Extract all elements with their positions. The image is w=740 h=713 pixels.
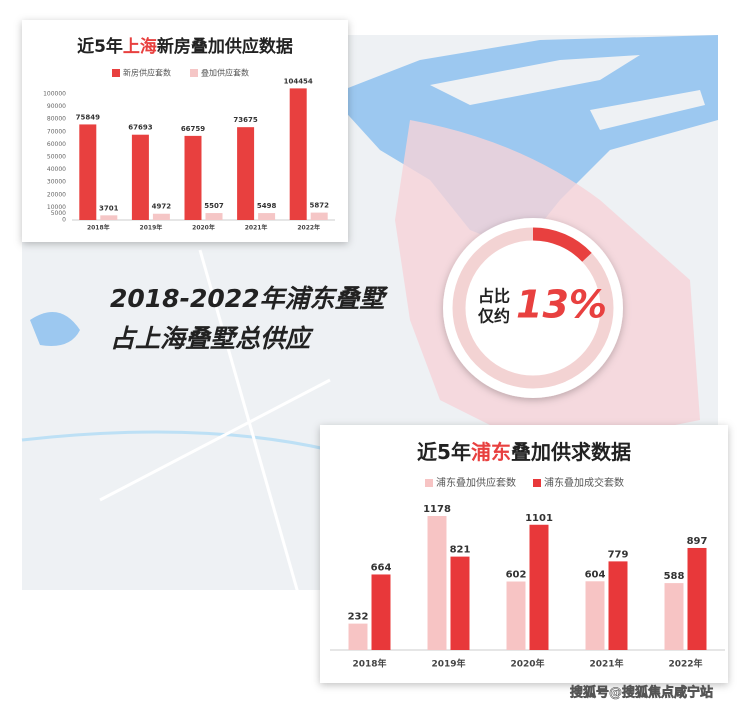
data-label: 67693 (128, 124, 152, 132)
data-label: 73675 (233, 116, 257, 124)
y-tick-label: 30000 (47, 179, 66, 186)
data-label: 588 (664, 571, 685, 582)
data-label: 602 (506, 570, 527, 581)
bar (450, 556, 470, 650)
chart-title: 近5年上海新房叠加供应数据 (77, 36, 293, 57)
legend-label: 新房供应套数 (123, 68, 171, 78)
data-label: 232 (348, 612, 369, 623)
bar (205, 213, 223, 220)
y-tick-label: 5000 (51, 210, 66, 217)
donut-note: 仅约 (477, 307, 510, 326)
x-tick-label: 2022年 (297, 224, 320, 232)
bar (348, 623, 368, 650)
data-label: 1178 (423, 504, 451, 515)
donut-value: 13% (516, 283, 607, 327)
data-label: 5872 (309, 202, 329, 210)
donut-card (443, 218, 623, 398)
bar (258, 213, 276, 220)
x-tick-label: 2019年 (431, 658, 465, 670)
y-tick-label: 80000 (47, 116, 66, 123)
y-tick-label: 40000 (47, 166, 66, 173)
x-tick-label: 2019年 (140, 224, 163, 232)
bar (237, 127, 255, 220)
bar (687, 547, 707, 650)
y-tick-label: 60000 (47, 141, 66, 148)
headline-line: 2018-2022年浦东叠墅 (110, 284, 389, 313)
bar (310, 212, 328, 220)
x-tick-label: 2018年 (352, 658, 386, 670)
title-part: 近5年 (417, 440, 471, 464)
bar (371, 574, 391, 650)
bar (100, 215, 118, 220)
x-tick-label: 2021年 (589, 658, 623, 670)
data-label: 3701 (99, 204, 119, 212)
x-tick-label: 2020年 (192, 224, 215, 232)
y-tick-label: 70000 (47, 128, 66, 135)
bar (427, 516, 447, 650)
chart-title: 近5年浦东叠加供求数据 (417, 440, 631, 464)
data-label: 4972 (152, 203, 172, 211)
donut-note: 占比 (478, 287, 510, 306)
bar (184, 135, 202, 220)
watermark: 搜狐号@搜狐焦点咸宁站 (570, 685, 713, 701)
y-tick-label: 50000 (47, 154, 66, 161)
data-label: 5507 (204, 202, 224, 210)
title-part: 近5年 (77, 36, 123, 57)
legend-swatch (533, 479, 541, 487)
bar (79, 124, 97, 220)
x-tick-label: 2021年 (245, 224, 268, 232)
title-part: 上海 (123, 36, 157, 57)
legend-swatch (112, 69, 120, 77)
data-label: 897 (687, 536, 708, 547)
headline-line: 占上海叠墅总供应 (110, 324, 314, 353)
y-tick-label: 100000 (43, 91, 66, 98)
bar (529, 524, 549, 650)
y-tick-label: 20000 (47, 191, 66, 198)
bar (152, 213, 170, 220)
title-part: 浦东 (471, 440, 511, 464)
title-part: 新房叠加供应数据 (157, 36, 293, 57)
title-part: 叠加供求数据 (511, 440, 631, 464)
bar (131, 134, 149, 220)
y-tick-label: 0 (62, 217, 66, 224)
data-label: 66759 (181, 125, 205, 133)
bar (506, 581, 526, 650)
data-label: 821 (450, 545, 471, 556)
bar (608, 561, 628, 650)
x-tick-label: 2020年 (510, 658, 544, 670)
data-label: 104454 (284, 77, 313, 85)
legend-label: 浦东叠加成交套数 (544, 476, 624, 489)
y-tick-label: 90000 (47, 103, 66, 110)
bar (664, 583, 684, 650)
y-tick-label: 10000 (47, 204, 66, 211)
x-tick-label: 2018年 (87, 224, 110, 232)
bar (585, 581, 605, 650)
data-label: 604 (585, 569, 606, 580)
x-tick-label: 2022年 (668, 658, 702, 670)
legend-label: 浦东叠加供应套数 (436, 476, 516, 489)
bar (289, 88, 307, 220)
legend-label: 叠加供应套数 (201, 68, 249, 78)
data-label: 1101 (525, 513, 553, 524)
headline: 2018-2022年浦东叠墅 占上海叠墅总供应 (110, 284, 389, 353)
data-label: 779 (608, 549, 629, 560)
legend-swatch (425, 479, 433, 487)
data-label: 664 (371, 562, 392, 573)
data-label: 75849 (76, 113, 100, 121)
data-label: 5498 (257, 202, 277, 210)
donut-arc (532, 227, 592, 262)
legend-swatch (190, 69, 198, 77)
